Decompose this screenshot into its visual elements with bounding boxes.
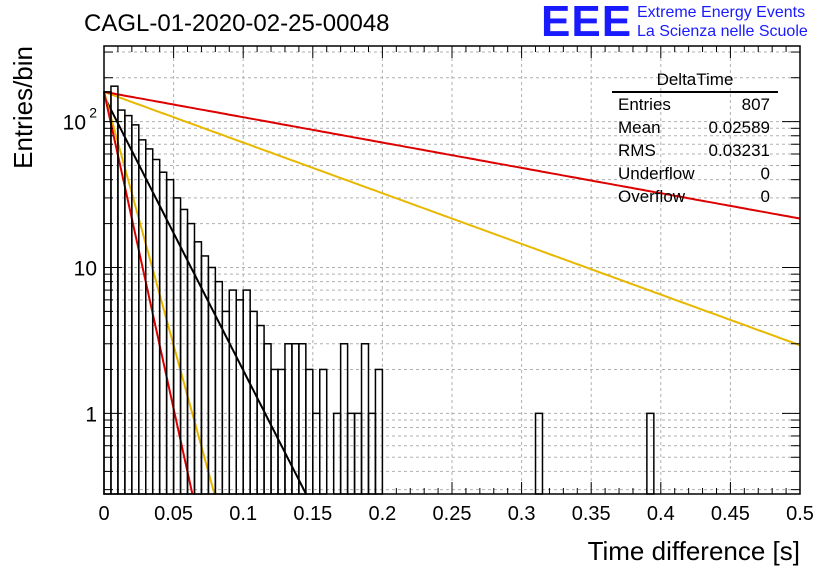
chart-title: CAGL-01-2020-02-25-00048 <box>84 10 390 37</box>
x-tick-label: 0.05 <box>154 503 193 525</box>
stats-row-value: 0 <box>760 187 770 206</box>
eee-logo: EEE Extreme Energy Events La Scienza nel… <box>541 0 833 46</box>
eee-logo-mark: EEE <box>541 0 633 46</box>
histogram-bin <box>228 289 237 495</box>
histogram-bin <box>138 139 147 495</box>
y-tick-label-exponent: 2 <box>89 105 97 121</box>
histogram-bin <box>534 412 544 495</box>
x-tick-label: 0.1 <box>229 503 257 525</box>
histogram-bin <box>145 148 154 495</box>
stats-row: RMS 0.03231 <box>618 139 770 162</box>
x-tick-label: 0 <box>98 503 109 525</box>
histogram-bin <box>305 368 314 495</box>
stats-row: Underflow 0 <box>618 162 770 185</box>
histogram-bars <box>103 85 655 495</box>
stats-row: Overflow 0 <box>618 185 770 208</box>
x-tick-label: 0.45 <box>711 503 750 525</box>
stats-box-name: DeltaTime <box>656 70 734 89</box>
x-tick-label: 0.15 <box>293 503 332 525</box>
stats-row-label: Underflow <box>618 164 695 183</box>
fit-curve-3 <box>103 90 801 220</box>
fit-curves <box>103 90 801 495</box>
x-tick-label: 0.3 <box>508 503 536 525</box>
histogram-bin <box>235 299 244 495</box>
y-tick-label: 1 <box>85 403 97 426</box>
x-tick-label: 0.2 <box>368 503 396 525</box>
stats-row-value: 0.03231 <box>708 141 770 160</box>
x-tick-label: 0.35 <box>572 503 611 525</box>
stats-row-label: Mean <box>618 118 661 137</box>
eee-logo-line2: La Scienza nelle Scuole <box>637 23 808 40</box>
eee-logo-line1: Extreme Energy Events <box>637 4 806 21</box>
x-tick-label: 0.4 <box>647 503 675 525</box>
tick-labels: 0 0.05 0.1 0.15 0.2 0.25 0.3 0.35 0.4 0.45 0.5 1 10 1… <box>63 105 814 525</box>
histogram-bin <box>646 412 655 495</box>
y-axis-label: Entries/bin <box>8 46 38 169</box>
fit-curve-4 <box>103 91 194 495</box>
stats-row-value: 807 <box>741 95 770 114</box>
stats-row-label: Entries <box>618 95 671 114</box>
x-tick-label: 0.25 <box>433 503 472 525</box>
histogram-bin <box>312 412 321 495</box>
y-tick-label: 10 <box>63 112 86 135</box>
histogram-bin <box>214 280 224 495</box>
stats-row: Entries 807 <box>618 93 770 116</box>
histogram-bin <box>103 91 112 495</box>
histogram-bin <box>374 368 384 495</box>
histogram-bin <box>353 412 363 495</box>
fit-curve-0 <box>103 95 307 495</box>
histogram-bin <box>131 124 140 495</box>
stats-row-label: Overflow <box>618 187 686 206</box>
x-axis-label: Time difference [s] <box>588 536 800 566</box>
stats-row-value: 0.02589 <box>708 118 770 137</box>
x-tick-label: 0.5 <box>786 503 814 525</box>
histogram-bin <box>367 412 377 495</box>
histogram-bin <box>207 266 217 495</box>
axes <box>103 45 801 495</box>
stats-row-value: 0 <box>760 164 770 183</box>
histogram-bin <box>332 412 342 495</box>
histogram-bin <box>242 289 251 495</box>
stats-row-label: RMS <box>618 141 656 160</box>
y-tick-label: 10 <box>74 257 97 280</box>
histogram-bin <box>277 368 286 495</box>
stats-row: Mean 0.02589 <box>618 116 770 139</box>
fit-curve-1 <box>103 90 801 347</box>
stats-box: DeltaTime Entries 807 Mean 0.02589 RMS 0.0323… <box>612 70 778 208</box>
fit-curve-2 <box>103 91 216 495</box>
histogram-bin <box>346 412 356 495</box>
histogram-bin <box>249 310 258 495</box>
stats-box-divider <box>612 91 778 93</box>
histogram-bin <box>319 368 328 495</box>
